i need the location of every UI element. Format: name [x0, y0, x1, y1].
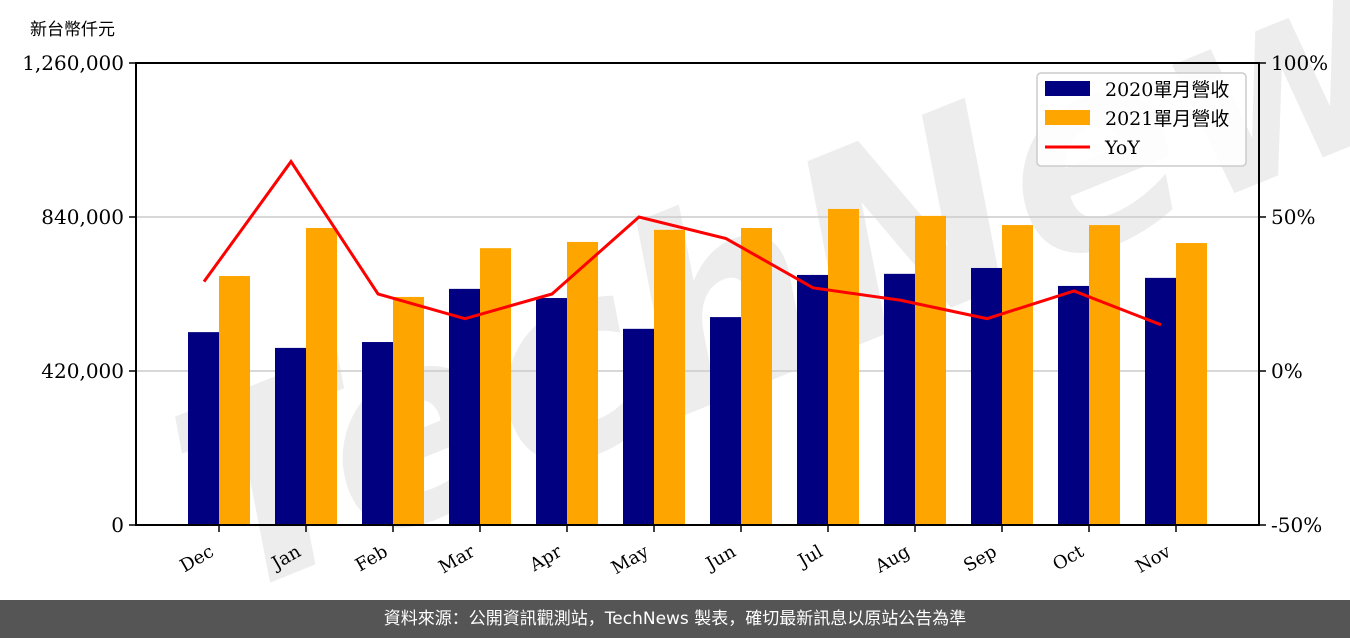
legend-label: 2020單月營收	[1105, 79, 1229, 101]
y2-tick-label: 0%	[1271, 359, 1303, 383]
bar-jun	[710, 317, 741, 525]
legend-swatch	[1045, 81, 1090, 96]
bar-oct	[1058, 285, 1089, 525]
bar-may	[623, 328, 654, 525]
bar-nov	[1145, 277, 1176, 525]
legend-swatch	[1045, 110, 1090, 125]
y-tick-label: 420,000	[41, 359, 124, 383]
y2-tick-label: 50%	[1271, 205, 1315, 229]
source-footer: 資料來源：公開資訊觀測站，TechNews 製表，確切最新訊息以原站公告為準	[0, 600, 1350, 638]
y-axis-unit-label: 新台幣仟元	[30, 20, 115, 40]
bar-apr	[536, 298, 567, 525]
x-tick-label: Apr	[525, 541, 565, 576]
bar-aug	[884, 273, 915, 525]
y2-tick-label: 100%	[1271, 51, 1328, 75]
bar-sep	[1002, 225, 1033, 526]
legend: 2020單月營收 2021單月營收 YoY	[1036, 72, 1247, 167]
plot-frame	[135, 62, 1260, 526]
yoy-line	[202, 158, 1162, 327]
legend-box	[1036, 72, 1247, 167]
bar-jun	[741, 228, 772, 525]
y-tick-label: 0	[111, 513, 124, 537]
y2-tick-label: -50%	[1271, 513, 1322, 537]
legend-label: YoY	[1104, 137, 1140, 159]
bar-apr	[567, 241, 598, 525]
y-tick-label: 840,000	[41, 205, 124, 229]
bar-mar	[480, 248, 511, 525]
y-tick-label: 1,260,000	[22, 51, 124, 75]
bar-dec	[188, 332, 219, 525]
bar-feb	[393, 296, 424, 525]
x-tick-label: Oct	[1049, 541, 1088, 576]
bar-jul	[797, 274, 828, 525]
bar-mar	[449, 288, 480, 525]
x-tick-label: Aug	[871, 541, 914, 578]
bar-may	[654, 229, 685, 526]
x-tick-label: Nov	[1132, 541, 1175, 578]
bar-dec	[219, 276, 250, 525]
bar-jan	[275, 347, 306, 525]
x-tick-label: Sep	[960, 541, 1000, 576]
yoy-polyline	[202, 158, 1162, 327]
bar-sep	[971, 267, 1002, 525]
bar-aug	[915, 215, 946, 525]
x-tick-label: Jul	[793, 541, 827, 573]
bar-jan	[306, 228, 337, 525]
bar-jul	[828, 208, 859, 525]
chart-canvas: TechNews 0420,000840,0001,260,000-50%0%5…	[22, 0, 1350, 600]
x-tick-label: May	[608, 541, 653, 579]
bar-series	[188, 208, 1207, 526]
x-tick-label: Jun	[701, 541, 740, 576]
legend-label: 2021單月營收	[1105, 108, 1229, 130]
bar-nov	[1176, 243, 1207, 526]
bar-oct	[1089, 225, 1120, 526]
bar-feb	[362, 342, 393, 525]
